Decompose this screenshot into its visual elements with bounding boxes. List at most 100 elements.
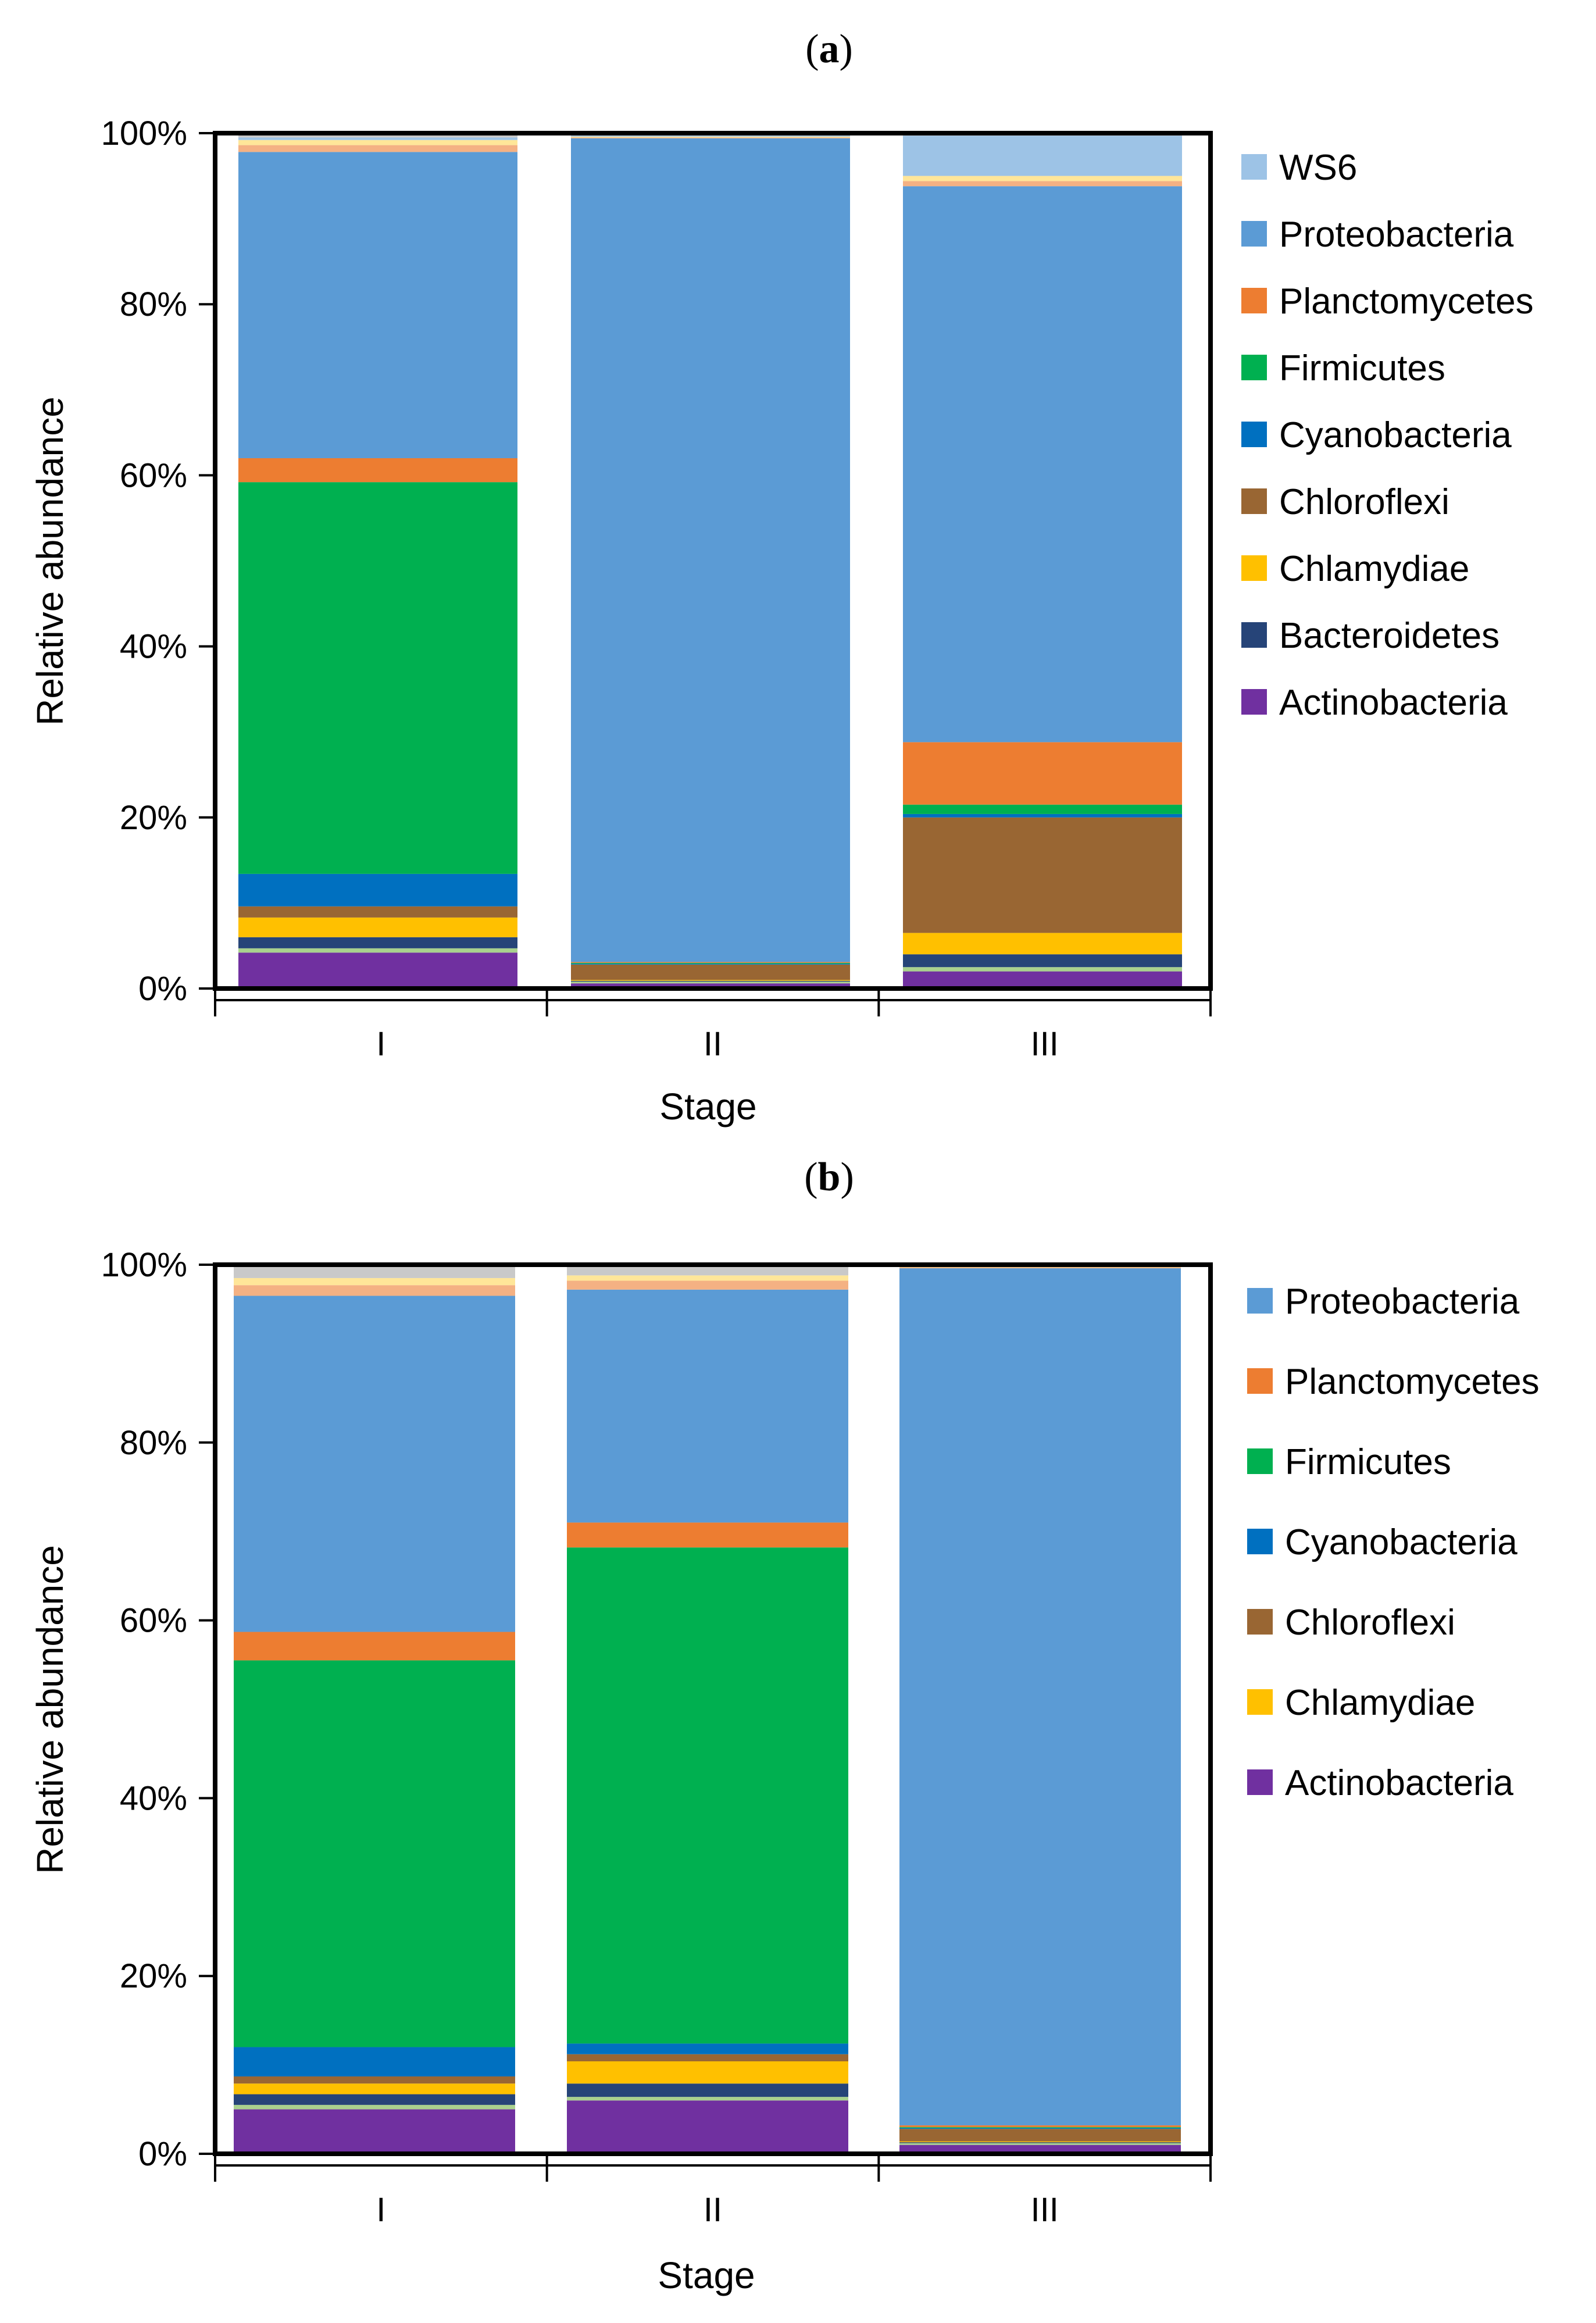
legend-swatch-a-proteobacteria <box>1241 221 1267 247</box>
bar-segment-b-ii-other2 <box>567 1280 848 1290</box>
bar-segment-b-i-other3 <box>234 1278 515 1286</box>
bar-segment-a-ii-bacteroidetes <box>571 980 850 982</box>
legend-swatch-a-bacteroidetes <box>1241 622 1267 648</box>
bar-segment-a-iii-chlamydiae <box>903 933 1182 955</box>
legend-a: WS6 Proteobacteria Planctomycetes Firmicute… <box>1241 148 1534 723</box>
chart-b: (b) 0%20%40%60%80%100%I II III Relative ab… <box>29 1157 1540 2296</box>
x-tick-label-a-iii: III <box>1030 1025 1058 1063</box>
bar-segment-a-iii-other1 <box>903 967 1182 972</box>
legend-swatch-a-planctomycetes <box>1241 288 1267 313</box>
bar-segment-a-ii-proteobacteria <box>571 138 850 962</box>
y-tick-label-b-1: 20% <box>120 1957 187 1995</box>
plot-frame-a <box>213 131 1213 991</box>
y-axis-title-a: Relative abundance <box>29 397 71 726</box>
bar-segment-b-i-other1 <box>234 2104 515 2110</box>
y-tick-label-a-0: 0% <box>138 970 187 1008</box>
bar-segment-a-ii-actinobacteria <box>571 983 850 989</box>
bar-segment-b-i-other4 <box>234 1265 515 1278</box>
bar-segment-b-ii-chloroflexi <box>567 2054 848 2061</box>
legend-swatch-b-firmicutes <box>1247 1448 1273 1474</box>
bar-segment-b-iii-firmicutes <box>899 2127 1181 2128</box>
bar-segment-b-i-actinobacteria <box>234 2109 515 2154</box>
panel-label-a: (a) <box>805 27 853 72</box>
bar-segment-b-ii-other4 <box>567 1265 848 1276</box>
bar-segment-a-i-proteobacteria <box>238 152 517 458</box>
y-tick-label-a-3: 60% <box>120 456 187 494</box>
bar-segment-a-i-other3 <box>238 140 517 145</box>
legend-label-a-planctomycetes: Planctomycetes <box>1279 281 1534 322</box>
bar-segment-b-i-planctomycetes <box>234 1632 515 1661</box>
bar-segment-a-ii-firmicutes <box>571 962 850 964</box>
legend-label-a-proteobacteria: Proteobacteria <box>1279 215 1514 255</box>
bar-segment-b-i-other2 <box>234 1285 515 1296</box>
bar-segment-b-iii-chlamydiae <box>899 2141 1181 2143</box>
legend-label-a-cyanobacteria: Cyanobacteria <box>1279 415 1512 455</box>
legend-swatch-a-ws6 <box>1241 154 1267 180</box>
x-tick-label-a-ii: II <box>704 1025 722 1063</box>
bar-segment-a-iii-firmicutes <box>903 804 1182 814</box>
legend-label-a-chlamydiae: Chlamydiae <box>1279 549 1469 589</box>
bar-segment-a-iii-actinobacteria <box>903 971 1182 989</box>
bar-segment-a-iii-chloroflexi <box>903 817 1182 933</box>
y-tick-label-a-2: 40% <box>120 628 187 666</box>
x-tick-label-a-i: I <box>376 1025 385 1063</box>
legend-label-a-actinobacteria: Actinobacteria <box>1279 683 1508 723</box>
bar-segment-a-iii-other2 <box>903 181 1182 187</box>
bar-segment-b-ii-other3 <box>567 1275 848 1281</box>
legend-label-a-chloroflexi: Chloroflexi <box>1279 482 1449 522</box>
bar-segment-b-ii-firmicutes <box>567 1547 848 2044</box>
bar-segment-a-i-actinobacteria <box>238 952 517 989</box>
legend-label-a-firmicutes: Firmicutes <box>1279 348 1445 388</box>
bar-segment-a-i-chlamydiae <box>238 917 517 937</box>
bar-segment-b-ii-actinobacteria <box>567 2100 848 2154</box>
legend-swatch-a-cyanobacteria <box>1241 422 1267 447</box>
bar-segment-a-i-bacteroidetes <box>238 937 517 948</box>
y-tick-label-b-4: 80% <box>120 1424 187 1462</box>
x-axis-title-a: Stage <box>659 1086 756 1127</box>
bar-segment-b-ii-proteobacteria <box>567 1289 848 1523</box>
plot-area-b: 0%20%40%60%80%100%I II III <box>101 1246 1213 2229</box>
legend-swatch-a-chlamydiae <box>1241 555 1267 581</box>
bar-segment-b-iii-other1 <box>899 2143 1181 2145</box>
bar-segment-a-i-ws6 <box>238 137 517 140</box>
y-tick-label-b-5: 100% <box>101 1246 187 1284</box>
chart-panel-b: (b) 0% 20% 40% 60% 80% 100% I II III Relative ab… <box>0 1157 1596 2323</box>
bar-segment-a-ii-chloroflexi <box>571 964 850 980</box>
bar-segment-a-i-other1 <box>238 948 517 953</box>
bar-segment-b-ii-planctomycetes <box>567 1522 848 1548</box>
bar-segment-a-i-chloroflexi <box>238 906 517 918</box>
bar-segment-b-iii-planctomycetes <box>899 2125 1181 2128</box>
y-axis-title-b: Relative abundance <box>29 1545 71 1874</box>
legend-label-b-actinobacteria: Actinobacteria <box>1285 1763 1513 1803</box>
bar-segment-a-i-planctomycetes <box>238 458 517 483</box>
bar-segment-b-ii-cyanobacteria <box>567 2043 848 2054</box>
legend-label-b-firmicutes: Firmicutes <box>1285 1442 1451 1482</box>
bar-segment-a-i-firmicutes <box>238 482 517 874</box>
legend-b: Proteobacteria Planctomycetes Firmicutes Cy… <box>1247 1282 1540 1803</box>
legend-swatch-a-chloroflexi <box>1241 488 1267 514</box>
legend-swatch-b-planctomycetes <box>1247 1368 1273 1394</box>
legend-label-b-planctomycetes: Planctomycetes <box>1285 1362 1540 1402</box>
bar-segment-b-iii-bacteroidetes <box>899 2142 1181 2143</box>
bar-segment-a-iii-planctomycetes <box>903 742 1182 805</box>
y-tick-label-a-4: 80% <box>120 286 187 323</box>
plot-area-a: 0%20%40%60%80%100%I II III <box>101 115 1213 1063</box>
legend-swatch-b-cyanobacteria <box>1247 1529 1273 1554</box>
y-tick-label-a-1: 20% <box>120 799 187 837</box>
legend-swatch-b-actinobacteria <box>1247 1769 1273 1795</box>
legend-swatch-b-chlamydiae <box>1247 1689 1273 1715</box>
bar-segment-b-i-firmicutes <box>234 1660 515 2047</box>
chart-panel-a: (a) 0% 20% 40% 60% 80% 100% I II III Relative ab… <box>0 0 1596 1157</box>
bar-segment-a-ii-other2 <box>571 137 850 138</box>
bar-segment-b-iii-proteobacteria <box>899 1268 1181 2126</box>
legend-label-b-chloroflexi: Chloroflexi <box>1285 1603 1455 1643</box>
bar-segment-b-ii-bacteroidetes <box>567 2083 848 2097</box>
bar-segment-b-i-bacteroidetes <box>234 2094 515 2105</box>
chart-a: (a) 0%20%40%60%80%100%I II III Relative ab… <box>29 27 1534 1127</box>
legend-label-b-chlamydiae: Chlamydiae <box>1285 1683 1475 1723</box>
y-tick-label-a-5: 100% <box>101 115 187 152</box>
bar-segment-a-ii-ws6 <box>571 135 850 137</box>
bar-segment-a-iii-ws6 <box>903 135 1182 176</box>
bar-segment-b-iii-cyanobacteria <box>899 2128 1181 2129</box>
bar-segment-b-ii-chlamydiae <box>567 2061 848 2084</box>
